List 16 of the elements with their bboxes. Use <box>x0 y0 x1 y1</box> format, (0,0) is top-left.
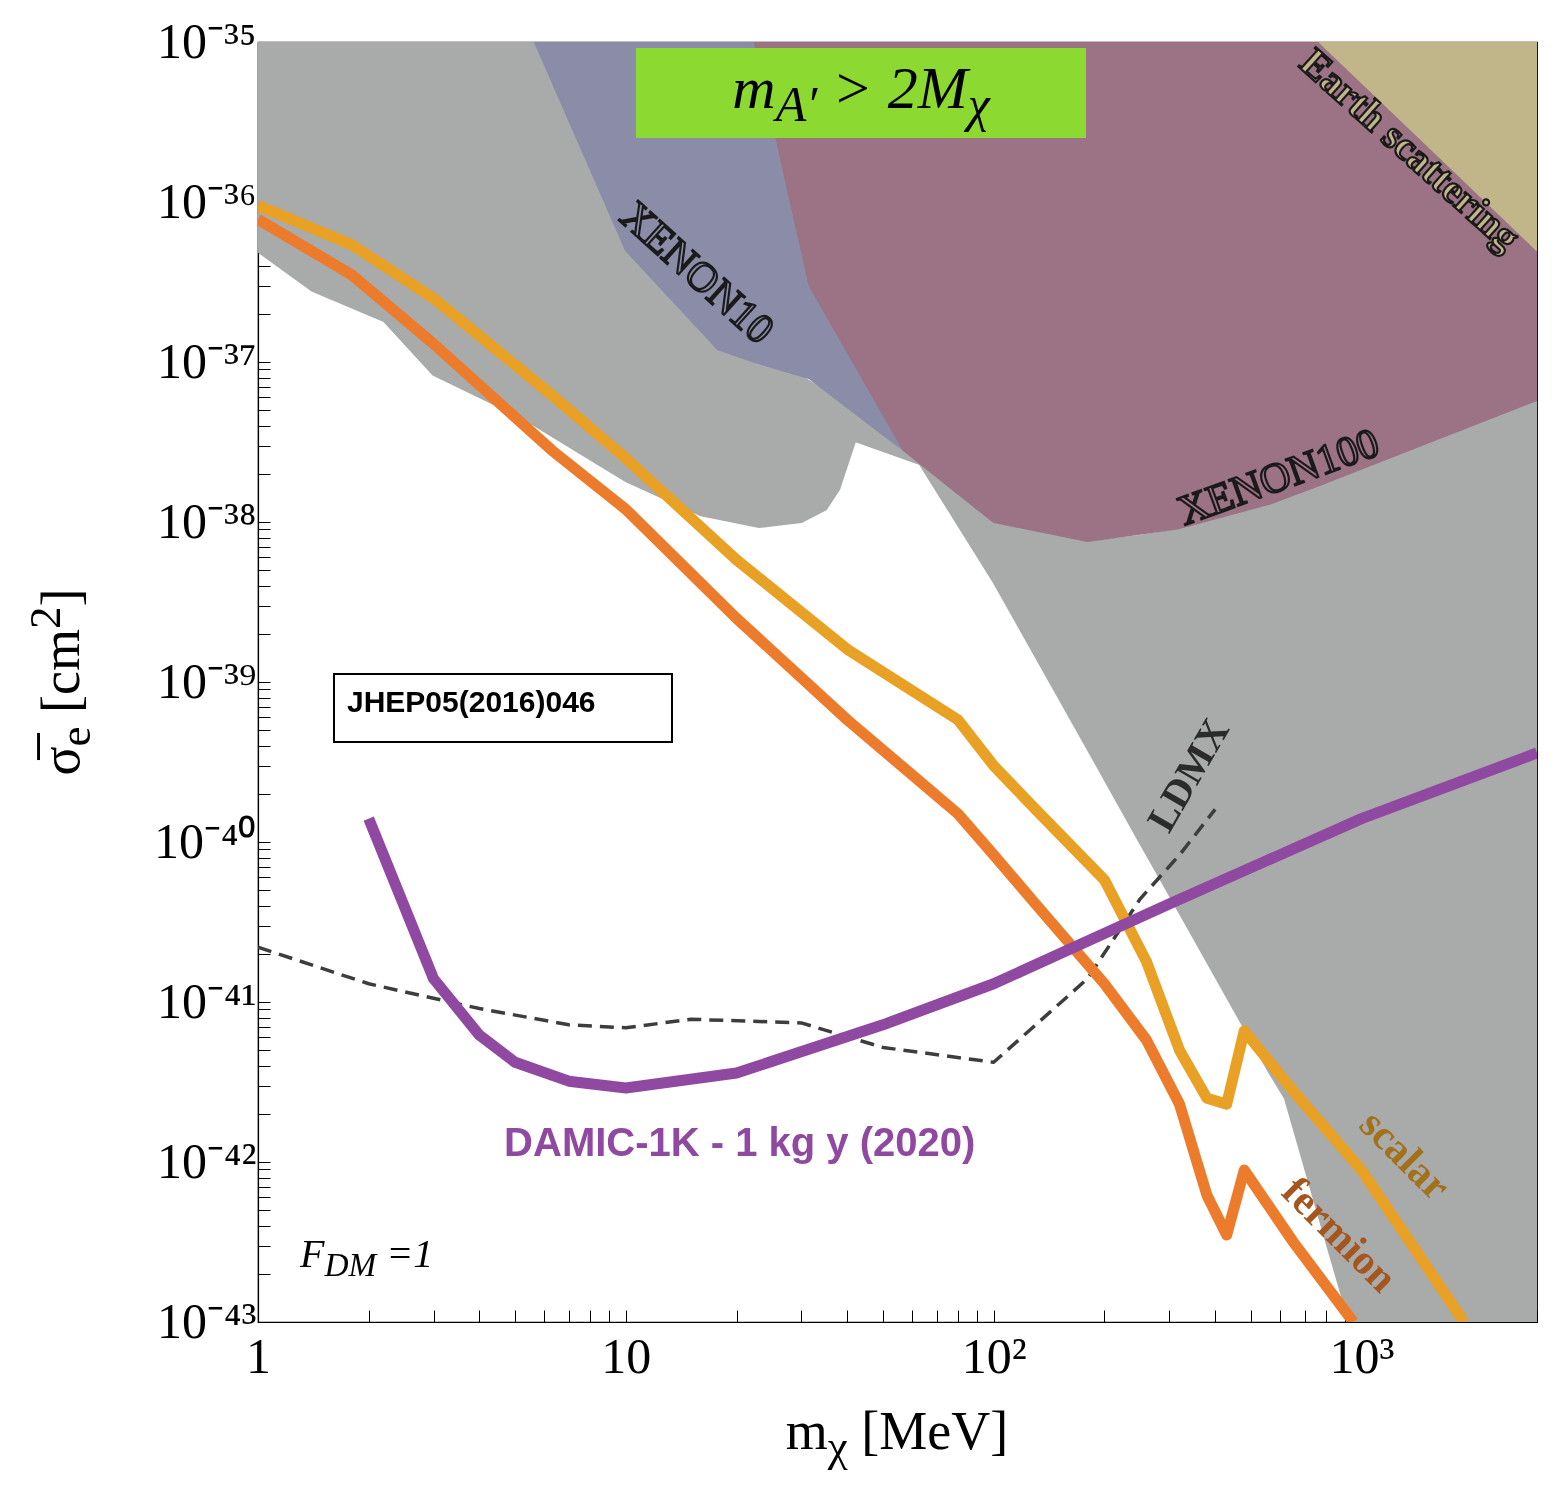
y-tick-label: 10⁻³⁹ <box>157 652 257 709</box>
x-tick-label: 10² <box>961 1327 1027 1384</box>
x-tick-label: 10 <box>601 1327 652 1384</box>
annotation: JHEP05(2016)046 <box>347 685 596 719</box>
annotation: m$_{A′}$ > 2M$_{χ}$ <box>732 53 990 133</box>
y-tick-label: 10⁻⁴² <box>157 1132 257 1189</box>
y-tick-label: 10⁻⁴¹ <box>157 972 257 1029</box>
y-tick-label: 10⁻⁴⁰ <box>154 812 257 869</box>
series-label: DAMIC-1K - 1 kg y (2020) <box>504 1119 976 1164</box>
x-axis-title: m$_{χ}$ [MeV] <box>785 1400 1009 1472</box>
y-tick-label: 10⁻³⁷ <box>157 332 257 389</box>
y-tick-label: 10⁻³⁸ <box>157 492 257 549</box>
x-tick-label: 10³ <box>1329 1327 1395 1384</box>
y-tick-label: 10⁻³⁵ <box>157 12 257 69</box>
y-tick-label: 10⁻³⁶ <box>157 172 257 229</box>
annotation: F$_{DM}$ =1 <box>300 1230 434 1284</box>
